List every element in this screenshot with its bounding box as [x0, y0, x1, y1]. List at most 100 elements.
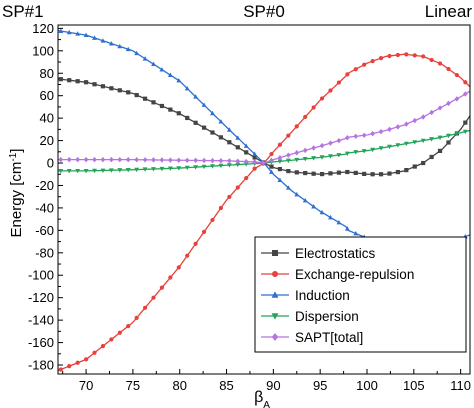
data-point	[66, 168, 72, 174]
data-point	[370, 172, 375, 177]
data-point	[92, 156, 97, 163]
data-point	[252, 151, 258, 156]
data-point	[285, 185, 291, 190]
data-point	[429, 137, 435, 142]
x-tick-label: 95	[313, 378, 327, 393]
data-point	[404, 167, 409, 173]
data-point	[167, 72, 173, 77]
data-point	[336, 170, 342, 175]
data-point	[463, 91, 468, 97]
data-point	[319, 171, 325, 177]
data-point	[227, 140, 232, 145]
data-point	[303, 170, 308, 176]
data-point	[125, 156, 131, 163]
data-point	[184, 157, 190, 164]
data-point	[75, 31, 81, 36]
data-point	[201, 157, 207, 164]
y-axis-title-text: Energy [cm	[8, 162, 25, 238]
data-point	[370, 147, 376, 153]
y-tick-label: -160	[28, 335, 54, 350]
data-point	[226, 163, 232, 168]
data-point	[210, 130, 215, 135]
data-point	[344, 226, 350, 231]
data-point	[286, 152, 291, 158]
data-point	[226, 127, 232, 132]
data-point	[370, 130, 375, 137]
data-point	[421, 54, 426, 59]
data-point	[362, 171, 367, 177]
axis-ticks: 70 75 80 85 90 95 100 105 110 120 100 80 60 40 20 0 -20 -…	[28, 21, 471, 393]
data-point	[378, 128, 384, 135]
data-point	[167, 166, 173, 171]
data-point	[201, 229, 207, 234]
y-tick-label: -60	[35, 223, 54, 238]
data-point	[437, 105, 443, 111]
data-point	[134, 92, 139, 98]
data-point	[193, 241, 198, 246]
data-point	[294, 170, 299, 175]
data-point	[311, 171, 316, 176]
data-point	[387, 126, 392, 133]
data-point	[319, 96, 325, 101]
data-point	[92, 168, 97, 174]
data-point	[58, 77, 63, 82]
y-tick-label: -120	[28, 290, 54, 305]
data-point	[454, 72, 459, 78]
data-point	[193, 120, 198, 125]
data-point	[151, 295, 156, 300]
data-point	[463, 80, 468, 85]
series-dispersion	[58, 129, 471, 174]
data-point	[159, 67, 165, 72]
data-point	[412, 140, 418, 145]
data-point	[286, 169, 291, 174]
data-point	[193, 94, 199, 99]
data-point	[66, 29, 72, 35]
data-point	[353, 170, 358, 176]
series-markers-sapt-total	[58, 91, 468, 166]
data-point	[319, 209, 325, 215]
data-point	[311, 105, 316, 110]
data-point	[75, 360, 80, 365]
legend-swatch-marker	[271, 333, 279, 341]
data-point	[92, 82, 97, 87]
data-point	[294, 191, 300, 197]
data-point	[83, 156, 89, 163]
data-point	[67, 364, 72, 369]
data-point	[142, 167, 148, 172]
data-point	[185, 253, 190, 258]
legend-swatch-marker	[271, 313, 279, 320]
data-point	[336, 153, 342, 158]
data-point	[454, 131, 460, 137]
y-tick-label: 20	[40, 133, 54, 148]
data-point	[210, 217, 215, 223]
x-tick-label: 100	[356, 378, 378, 393]
data-point	[336, 137, 342, 144]
legend-swatch-marker	[271, 291, 279, 298]
legend: Electrostatics Exchange-repulsion Inductio…	[254, 236, 467, 353]
x-tick-label: 70	[79, 378, 93, 393]
data-point	[100, 168, 106, 174]
data-point	[437, 61, 443, 66]
top-label-0: SP#1	[2, 2, 44, 21]
data-point	[328, 154, 333, 159]
data-point	[243, 143, 249, 148]
data-point	[235, 185, 240, 190]
data-point	[454, 96, 460, 102]
data-point	[277, 142, 283, 147]
data-point	[361, 132, 367, 139]
data-point	[227, 158, 232, 164]
data-point	[285, 158, 291, 164]
data-point	[311, 156, 317, 161]
data-point	[218, 163, 224, 169]
data-point	[193, 157, 198, 164]
x-tick-label: 80	[172, 378, 186, 393]
top-labels: SP#1 SP#0 Linear	[2, 2, 472, 21]
data-point	[403, 141, 409, 147]
data-point	[151, 61, 156, 67]
data-point	[395, 124, 401, 130]
y-tick-label: -180	[28, 358, 54, 373]
data-point	[176, 157, 182, 163]
data-point	[421, 160, 426, 166]
data-point	[168, 275, 173, 280]
